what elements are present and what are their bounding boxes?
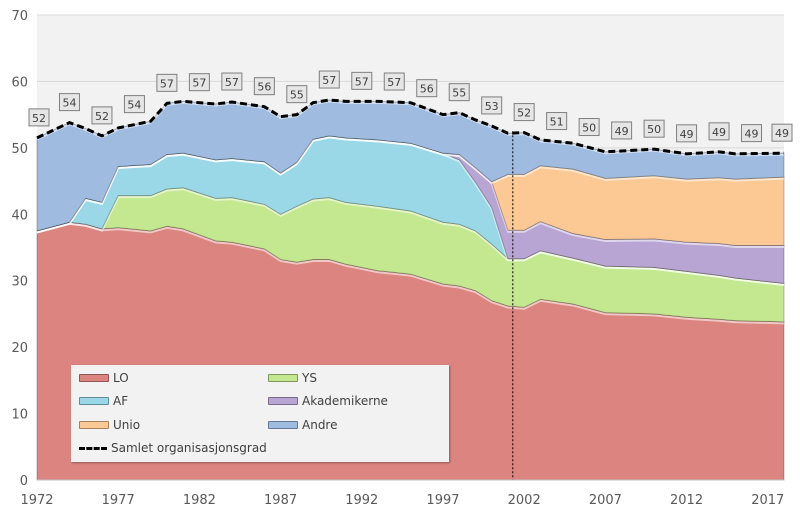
x-tick-label: 2002: [508, 493, 541, 508]
data-label: 49: [680, 128, 694, 141]
y-tick-label: 70: [11, 9, 28, 24]
legend-label: YS: [302, 371, 317, 385]
area-highlight-lo: [36, 222, 785, 325]
data-label: 53: [485, 100, 499, 113]
legend-swatch: [268, 397, 298, 405]
y-tick-label: 40: [11, 208, 28, 223]
data-label-box: [28, 108, 50, 127]
y-tick-label: 60: [11, 75, 28, 90]
legend-label: AF: [113, 394, 129, 408]
data-label: 49: [745, 128, 759, 141]
x-tick-label: 1997: [426, 493, 459, 508]
data-label-box: [708, 122, 730, 141]
data-label: 56: [420, 83, 434, 96]
data-label: 49: [712, 126, 726, 139]
data-label-box: [448, 83, 470, 102]
data-label-box: [741, 124, 763, 143]
legend-label: LO: [113, 371, 129, 385]
legend-swatch: [268, 374, 298, 382]
y-tick-label: 20: [11, 341, 28, 356]
data-label: 50: [647, 123, 661, 136]
y-tick-label: 30: [11, 275, 28, 290]
x-tick-label: 1972: [20, 493, 53, 508]
data-label: 55: [452, 87, 466, 100]
data-label-box: [383, 72, 405, 91]
data-label-box: [513, 103, 535, 122]
legend-label: Akademikerne: [302, 394, 388, 408]
x-tick-label: 1992: [345, 493, 378, 508]
data-label: 57: [192, 77, 206, 90]
legend-swatch: [79, 397, 109, 405]
x-tick-label: 2007: [589, 493, 622, 508]
data-label: 51: [550, 116, 564, 129]
x-tick-label: 1987: [264, 493, 297, 508]
legend-swatch: [79, 374, 109, 382]
legend: LO YS AF Akademikerne Unio Andre Samlet …: [71, 365, 449, 462]
data-label: 54: [62, 97, 76, 110]
y-tick-label: 50: [11, 142, 28, 157]
legend-item-lo: LO: [79, 371, 129, 385]
area-highlight-unio: [36, 136, 785, 234]
y-tick-label: 10: [11, 408, 28, 423]
data-label: 54: [127, 99, 141, 112]
data-label: 57: [160, 77, 174, 90]
data-label-box: [318, 70, 340, 89]
data-label-box: [546, 112, 568, 131]
data-label: 52: [517, 107, 531, 120]
data-label: 57: [225, 76, 239, 89]
legend-item-akademikerne: Akademikerne: [268, 394, 388, 408]
data-label-box: [286, 85, 308, 104]
data-label: 49: [615, 125, 629, 138]
legend-item-ys: YS: [268, 371, 317, 385]
data-label: 52: [32, 112, 46, 125]
legend-label: Andre: [302, 418, 338, 432]
data-label-box: [771, 123, 793, 142]
data-label-box: [253, 77, 275, 96]
data-label-box: [676, 124, 698, 143]
x-tick-label: 2012: [670, 493, 703, 508]
legend-label: Unio: [113, 418, 141, 432]
total-line: [36, 98, 785, 156]
x-tick-label: 2017: [751, 493, 784, 508]
legend-swatch: [79, 421, 109, 429]
legend-item-af: AF: [79, 394, 128, 408]
data-label-box: [58, 93, 80, 112]
data-label: 56: [257, 81, 271, 94]
legend-item-andre: Andre: [268, 418, 337, 432]
x-tick-label: 1977: [102, 493, 135, 508]
legend-label: Samlet organisasjonsgrad: [111, 441, 267, 455]
data-label-box: [91, 106, 113, 125]
data-label-box: [578, 118, 600, 137]
data-label: 57: [387, 76, 401, 89]
legend-dash: [79, 446, 107, 450]
data-label-box: [188, 73, 210, 92]
data-label: 57: [355, 75, 369, 88]
data-label-box: [416, 79, 438, 98]
legend-item-unio: Unio: [79, 418, 140, 432]
data-label-box: [123, 95, 145, 114]
data-label-box: [351, 71, 373, 90]
y-tick-label: 0: [20, 474, 28, 489]
data-label: 57: [322, 74, 336, 87]
legend-swatch: [268, 421, 298, 429]
data-label-box: [156, 73, 178, 92]
legend-item-total: Samlet organisasjonsgrad: [79, 441, 267, 455]
data-label-box: [611, 121, 633, 140]
x-tick-label: 1982: [183, 493, 216, 508]
data-label: 50: [582, 122, 596, 135]
data-label-box: [221, 72, 243, 91]
data-label-box: [643, 119, 665, 138]
data-label: 49: [775, 127, 789, 140]
data-label: 52: [95, 110, 109, 123]
data-label: 55: [290, 89, 304, 102]
data-label-box: [481, 96, 503, 115]
